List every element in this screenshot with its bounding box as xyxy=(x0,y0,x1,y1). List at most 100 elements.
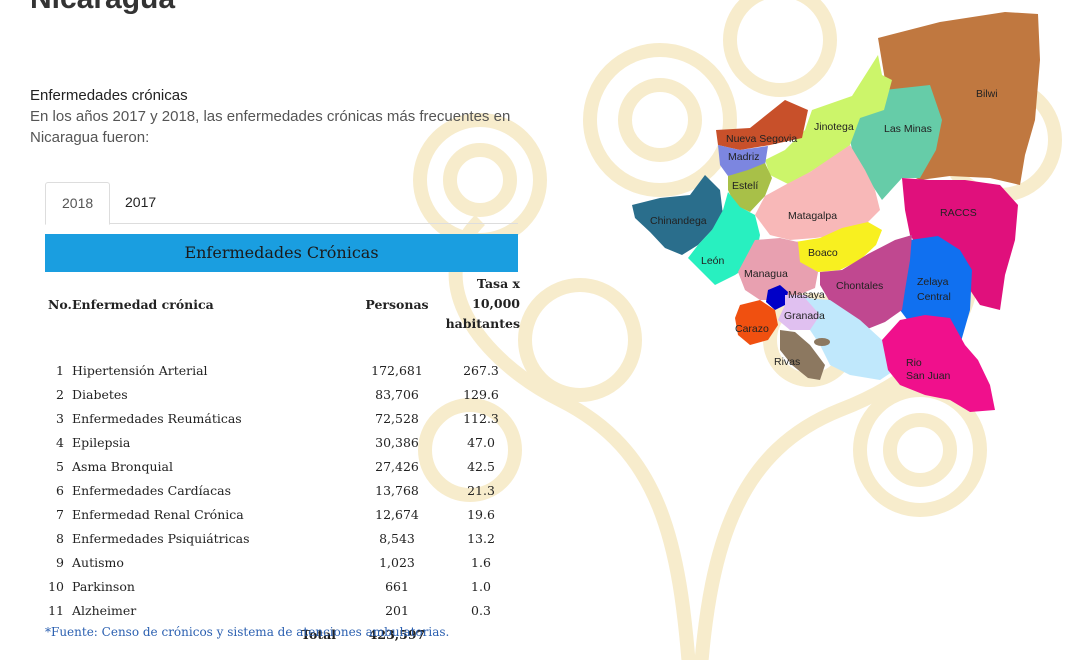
map-label-nueva-segovia: Nueva Segovia xyxy=(726,133,797,145)
map-label-masaya: Masaya xyxy=(788,289,825,301)
nicaragua-department-map: Nueva Segovia Jinotega Las Minas Bilwi M… xyxy=(632,12,1040,412)
table-row: 4 Epilepsia 30,386 47.0 xyxy=(45,430,520,454)
row-personas: 83,706 xyxy=(375,386,419,402)
row-name: Parkinson xyxy=(72,578,135,594)
header-tasa-line3: habitantes xyxy=(445,316,520,331)
row-name: Hipertensión Arterial xyxy=(72,362,208,378)
region-raccs[interactable] xyxy=(902,178,1018,310)
row-tasa: 267.3 xyxy=(463,362,499,378)
row-no: 6 xyxy=(56,482,64,498)
row-personas: 201 xyxy=(385,602,409,618)
row-no: 7 xyxy=(56,506,64,522)
row-tasa: 0.3 xyxy=(471,602,491,618)
region-lago[interactable] xyxy=(805,298,895,380)
map-label-raccs: RACCS xyxy=(940,207,977,219)
map-label-zelaya-central-1: Zelaya xyxy=(917,276,949,288)
table-row: 8 Enfermedades Psiquiátricas 8,543 13.2 xyxy=(45,526,520,550)
map-label-matagalpa: Matagalpa xyxy=(788,210,837,222)
region-carazo[interactable] xyxy=(735,300,778,345)
row-personas: 1,023 xyxy=(379,554,415,570)
region-las-minas[interactable] xyxy=(850,85,942,200)
table-title: Enfermedades Crónicas xyxy=(45,234,518,272)
row-personas: 8,543 xyxy=(379,530,415,546)
region-chontales[interactable] xyxy=(820,235,912,330)
region-nueva-segovia[interactable] xyxy=(716,100,808,150)
row-name: Epilepsia xyxy=(72,434,131,450)
row-no: 3 xyxy=(56,410,64,426)
row-name: Enfermedades Cardíacas xyxy=(72,482,231,498)
chronic-diseases-table: No. Enfermedad crónica Personas Tasa x 1… xyxy=(45,274,520,646)
row-personas: 12,674 xyxy=(375,506,419,522)
region-jinotega[interactable] xyxy=(765,55,892,185)
row-no: 9 xyxy=(56,554,64,570)
map-label-carazo: Carazo xyxy=(735,323,769,335)
row-personas: 661 xyxy=(385,578,409,594)
year-tabs: 2018 2017 xyxy=(45,182,518,225)
row-personas: 172,681 xyxy=(371,362,423,378)
map-label-madriz: Madriz xyxy=(728,151,760,163)
header-tasa-line1: Tasa x xyxy=(476,276,520,291)
map-label-boaco: Boaco xyxy=(808,247,838,259)
header-no: No. xyxy=(48,296,72,312)
table-row: 1 Hipertensión Arterial 172,681 267.3 xyxy=(45,358,520,382)
row-no: 8 xyxy=(56,530,64,546)
tab-2017[interactable]: 2017 xyxy=(125,194,157,210)
row-name: Alzheimer xyxy=(72,602,137,618)
header-tasa-line2: 10,000 xyxy=(472,296,520,311)
map-label-zelaya-central-2: Central xyxy=(917,291,951,303)
row-no: 11 xyxy=(48,602,64,618)
region-rio-san-juan[interactable] xyxy=(882,315,995,412)
map-label-jinotega: Jinotega xyxy=(814,121,854,133)
row-tasa: 19.6 xyxy=(467,506,495,522)
table-row: 5 Asma Bronquial 27,426 42.5 xyxy=(45,454,520,478)
region-managua[interactable] xyxy=(738,238,818,300)
row-no: 4 xyxy=(56,434,64,450)
map-label-chinandega: Chinandega xyxy=(650,215,707,227)
map-label-rio-san-juan-2: San Juan xyxy=(906,370,951,382)
table-row: 3 Enfermedades Reumáticas 72,528 112.3 xyxy=(45,406,520,430)
header-tasa: Tasa x 10,000 habitantes xyxy=(442,274,520,334)
map-label-esteli: Estelí xyxy=(732,180,758,192)
header-disease: Enfermedad crónica xyxy=(72,296,214,312)
region-leon[interactable] xyxy=(688,192,760,285)
table-row: 11 Alzheimer 201 0.3 xyxy=(45,598,520,622)
row-name: Enfermedades Psiquiátricas xyxy=(72,530,250,546)
map-label-las-minas: Las Minas xyxy=(884,123,932,135)
row-tasa: 21.3 xyxy=(467,482,495,498)
map-label-rivas: Rivas xyxy=(774,356,800,368)
region-matagalpa[interactable] xyxy=(755,145,880,240)
row-no: 10 xyxy=(48,578,64,594)
table-row: 9 Autismo 1,023 1.6 xyxy=(45,550,520,574)
row-name: Asma Bronquial xyxy=(72,458,173,474)
row-name: Enfermedades Reumáticas xyxy=(72,410,242,426)
table-row: 10 Parkinson 661 1.0 xyxy=(45,574,520,598)
total-label: Total xyxy=(301,626,336,642)
table-total-row: Total 423,597 xyxy=(45,622,520,646)
intro-text: En los años 2017 y 2018, las enfermedade… xyxy=(30,108,511,146)
map-label-rio-san-juan-1: Rio xyxy=(906,357,922,369)
row-no: 1 xyxy=(56,362,64,378)
region-masaya[interactable] xyxy=(766,285,788,310)
region-chinandega[interactable] xyxy=(632,175,723,255)
row-tasa: 42.5 xyxy=(467,458,495,474)
page-title: Nicaragua xyxy=(30,0,175,16)
header-personas: Personas xyxy=(365,296,429,312)
row-personas: 13,768 xyxy=(375,482,419,498)
row-tasa: 47.0 xyxy=(467,434,495,450)
map-label-managua: Managua xyxy=(744,268,788,280)
table-row: 7 Enfermedad Renal Crónica 12,674 19.6 xyxy=(45,502,520,526)
row-name: Enfermedad Renal Crónica xyxy=(72,506,244,522)
table-row: 2 Diabetes 83,706 129.6 xyxy=(45,382,520,406)
region-lake-island xyxy=(814,338,830,346)
total-personas: 423,597 xyxy=(368,626,426,642)
row-personas: 30,386 xyxy=(375,434,419,450)
row-personas: 27,426 xyxy=(375,458,419,474)
tab-2018[interactable]: 2018 xyxy=(45,182,111,225)
row-tasa: 13.2 xyxy=(467,530,495,546)
map-label-bilwi: Bilwi xyxy=(976,88,998,100)
region-rivas[interactable] xyxy=(780,330,825,380)
row-no: 2 xyxy=(56,386,64,402)
section-heading: Enfermedades crónicas xyxy=(30,87,188,104)
region-esteli[interactable] xyxy=(728,163,772,212)
map-label-leon: León xyxy=(701,255,725,267)
